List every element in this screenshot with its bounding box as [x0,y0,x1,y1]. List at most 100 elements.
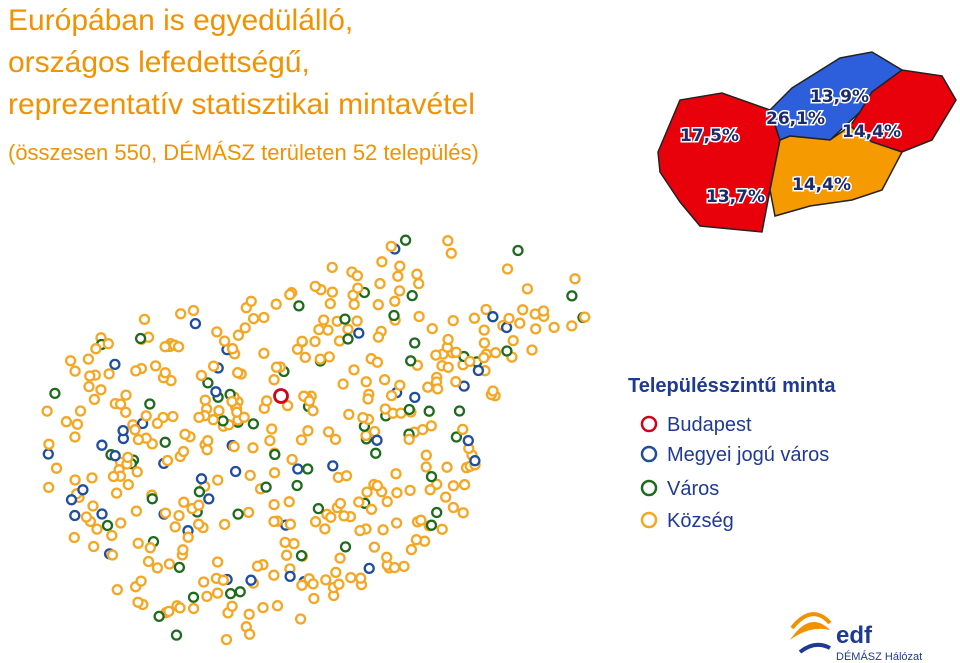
sample-point [207,360,220,372]
sample-point [134,332,147,345]
sample-point [406,289,418,302]
sample-point [458,479,471,491]
sample-point [365,503,378,516]
sample-point [379,403,391,415]
sample-point [234,586,246,598]
sample-point [309,516,322,528]
sample-point [122,451,134,464]
sample-point [211,326,223,338]
sample-point [87,500,99,512]
sample-point [244,469,256,482]
sample-point [238,411,250,423]
sample-point [96,439,108,451]
sample-point [258,347,270,360]
sample-point [530,323,542,335]
sample-point [68,531,80,544]
sample-point [329,433,342,446]
sample-point [109,450,121,462]
sample-point [440,491,452,503]
sample-point [374,277,386,290]
sample-point [339,313,351,325]
sample-point [487,385,499,397]
sample-point [247,418,260,430]
sample-point [413,277,425,290]
sample-point [109,358,121,371]
sample-point [211,556,224,568]
sample-point [425,519,438,531]
sample-point [447,314,459,327]
sample-point [74,405,87,417]
sample-point [371,356,384,368]
sample-point [193,486,206,498]
sample-point [91,523,103,535]
sample-point [177,544,189,556]
sample-point [291,479,303,492]
sample-point [314,353,326,365]
sample-point [330,566,342,579]
sample-point [514,317,526,329]
sample-point [140,410,152,422]
sample-point [453,405,466,417]
sample-point [363,562,375,575]
sample-point [251,560,264,572]
sample-point [228,440,240,453]
sample-point [381,495,393,508]
sample-point [368,541,381,553]
sample-point [295,549,308,562]
sample-point [151,562,164,574]
sample-point [500,321,513,334]
sample-point [403,433,415,446]
sample-point [353,496,365,508]
sample-point [322,426,335,438]
sample-point [469,455,481,467]
sample-point [65,494,78,506]
sample-point [480,303,492,316]
sample-point [462,434,474,447]
sample-point [161,454,174,467]
sample-point [385,389,398,402]
sample-point [102,338,114,350]
sample-point [351,270,364,282]
sample-point [243,608,255,620]
sample-point [371,434,383,446]
sample-point [512,244,524,257]
sample-point [202,377,214,389]
sample-point [271,600,284,612]
sample-point [413,310,425,323]
sample-point [420,461,432,473]
sample-point [120,406,132,418]
sample-point [114,398,127,410]
sample-point [95,384,107,396]
sample-point [195,473,208,485]
sample-point [388,561,401,574]
sample-point [333,578,345,590]
sample-point [281,399,294,412]
legend-marker [640,511,658,529]
sample-point [247,442,259,454]
sample-point [348,364,360,376]
sample-point [385,240,397,253]
sample-point [163,558,176,570]
sample-point [106,529,118,542]
sample-point [303,395,316,407]
sample-point [320,574,332,586]
legend-label: Megyei jogú város [667,444,829,466]
legend-marker [640,415,658,433]
sample-point [43,481,55,494]
region-label: 13,9% [810,87,869,107]
sample-point [182,531,194,543]
sample-point [117,424,129,437]
sample-point [229,465,242,478]
sample-point [212,474,224,486]
sample-point [226,600,238,612]
legend-marker [640,479,658,497]
sample-point [187,602,200,615]
sample-point [503,312,515,325]
sample-point [501,345,513,357]
region-label: 14,4% [842,122,901,142]
sample-point [266,423,278,435]
sample-point [226,343,239,355]
region-label: 26,1% [766,109,825,129]
sample-point [268,467,281,479]
sample-point [445,247,457,259]
